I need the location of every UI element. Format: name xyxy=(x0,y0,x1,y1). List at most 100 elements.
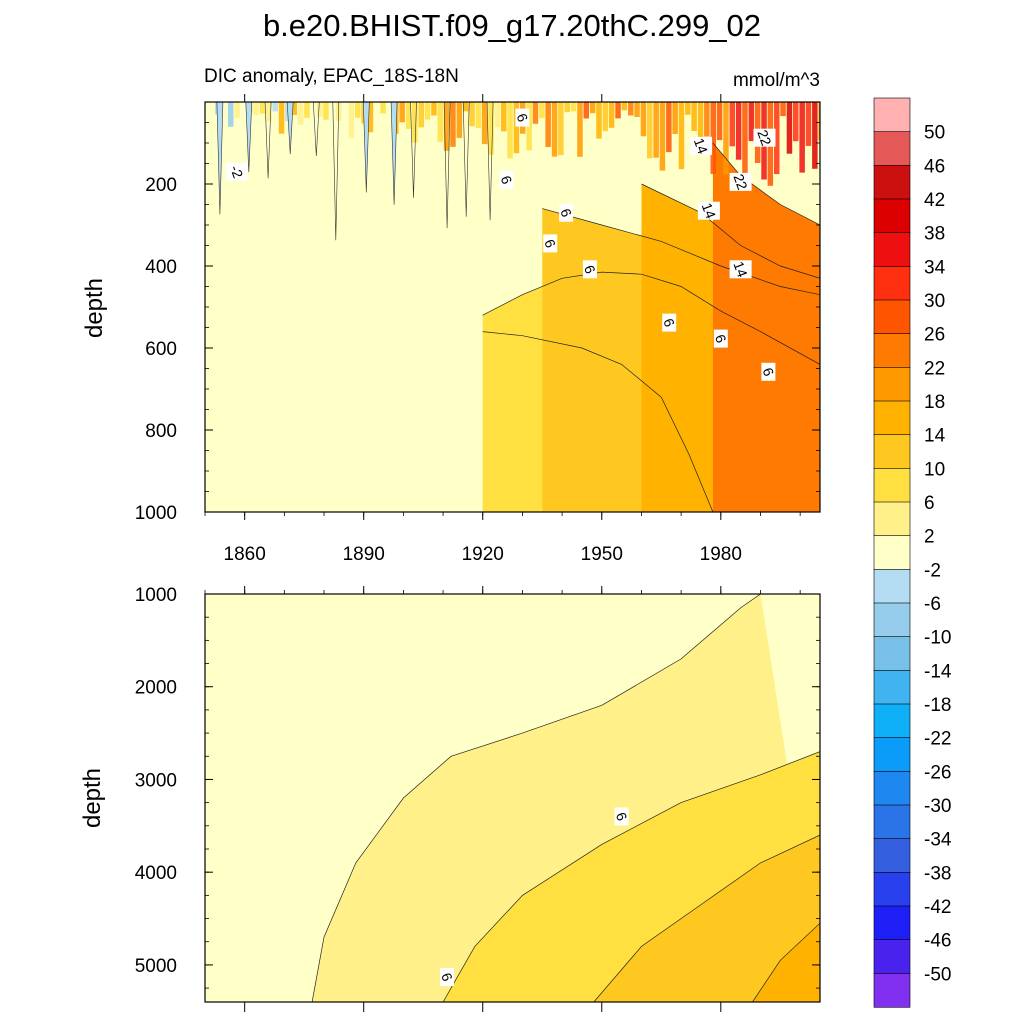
surface-band xyxy=(374,102,380,118)
surface-band xyxy=(589,102,596,114)
surface-band xyxy=(367,102,374,133)
y-tick-label: 2000 xyxy=(135,678,177,699)
y-tick-label: 1000 xyxy=(135,503,177,524)
colorbar-swatch xyxy=(873,602,911,638)
surface-band xyxy=(786,102,793,154)
surface-band xyxy=(424,102,431,120)
surface-band xyxy=(812,102,818,169)
surface-band xyxy=(380,102,386,114)
contour-label-box xyxy=(729,172,752,191)
filled-region-1-3 xyxy=(752,923,820,1002)
colorbar-swatch xyxy=(873,905,911,941)
colorbar-label: 30 xyxy=(924,291,945,312)
y-tick-label: 200 xyxy=(145,175,177,196)
contour-label-box xyxy=(559,203,574,222)
isoline-0-0 xyxy=(482,271,820,365)
surface-band xyxy=(697,102,704,152)
surface-band xyxy=(691,102,697,131)
surface-band xyxy=(570,102,577,112)
spike-contour xyxy=(443,102,451,229)
lower-panel-frame xyxy=(204,593,821,1003)
surface-band xyxy=(710,102,716,174)
surface-band xyxy=(774,102,780,175)
colorbar-label: -34 xyxy=(924,830,952,851)
spike-contour xyxy=(332,102,340,241)
surface-band xyxy=(475,102,482,128)
surface-band xyxy=(704,102,710,137)
colorbar-label: -6 xyxy=(924,594,941,615)
contour-label-box xyxy=(225,162,248,181)
colorbar-label: 10 xyxy=(924,459,945,480)
spike-contour xyxy=(245,102,253,173)
surface-band xyxy=(348,102,355,139)
colorbar-swatch xyxy=(873,771,911,806)
colorbar-swatch xyxy=(873,266,911,301)
surface-band xyxy=(596,102,602,139)
colorbar-swatch xyxy=(873,703,911,739)
surface-band xyxy=(602,102,609,132)
surface-band xyxy=(437,102,443,142)
surface-band xyxy=(615,102,621,119)
colorbar-label: -26 xyxy=(924,762,951,783)
surface-band xyxy=(450,102,456,147)
colorbar-label: -14 xyxy=(924,661,952,682)
surface-band xyxy=(443,102,450,151)
colorbar-label: -42 xyxy=(924,897,951,918)
colorbar-swatch xyxy=(873,804,911,840)
contour-label-box xyxy=(515,108,530,127)
chart-title: b.e20.BHIST.f09_g17.20thC.299_02 xyxy=(263,8,761,43)
colorbar-label: -38 xyxy=(924,863,951,884)
colorbar-label: -22 xyxy=(924,729,951,750)
colorbar-swatch xyxy=(873,232,911,267)
surface-band xyxy=(583,102,589,119)
surface-band xyxy=(316,102,323,117)
surface-band xyxy=(647,102,653,159)
colorbar-swatch xyxy=(873,872,911,907)
surface-band xyxy=(494,102,501,128)
y-tick-label: 3000 xyxy=(135,770,177,791)
colorbar-label: -18 xyxy=(924,695,951,716)
surface-band xyxy=(551,102,558,157)
surface-band xyxy=(659,102,666,171)
surface-band xyxy=(799,102,805,173)
lower-panel-isolines xyxy=(311,594,820,1002)
surface-band xyxy=(628,102,634,116)
surface-band xyxy=(209,102,215,120)
surface-band xyxy=(481,102,488,145)
surface-band xyxy=(462,102,469,112)
colorbar-label: -10 xyxy=(924,628,951,649)
surface-band xyxy=(253,102,259,116)
contour-label-box xyxy=(440,968,454,986)
isoline-1-0 xyxy=(311,594,761,1002)
surface-band xyxy=(355,102,361,118)
colorbar-swatch xyxy=(873,569,911,604)
surface-band xyxy=(507,102,513,159)
surface-band xyxy=(666,102,672,153)
colorbar-label: -30 xyxy=(924,796,951,817)
surface-band xyxy=(539,102,545,119)
surface-band xyxy=(545,102,551,147)
spike-contour xyxy=(216,102,224,215)
surface-band xyxy=(431,102,437,116)
surface-band xyxy=(735,102,742,160)
surface-band xyxy=(729,102,735,147)
colorbar-label: 42 xyxy=(924,190,945,211)
isoline-1-3 xyxy=(752,922,820,1002)
isoline-1-1 xyxy=(442,751,820,1002)
colorbar-swatch xyxy=(873,367,911,402)
colorbar-label: -50 xyxy=(924,964,951,985)
colorbar-label: 18 xyxy=(924,392,945,413)
isoline-0-1 xyxy=(482,331,714,512)
filled-region-1-2 xyxy=(593,835,820,1002)
y-tick-label: 1000 xyxy=(135,585,177,606)
surface-band xyxy=(634,102,640,117)
surface-band xyxy=(342,102,348,139)
colorbar-swatch xyxy=(873,333,911,368)
colorbar-label: 50 xyxy=(924,123,945,144)
isoline-0-4 xyxy=(712,142,820,226)
colorbar-label: 14 xyxy=(924,426,946,447)
surface-band xyxy=(672,102,678,134)
contour-label-box xyxy=(753,128,776,147)
